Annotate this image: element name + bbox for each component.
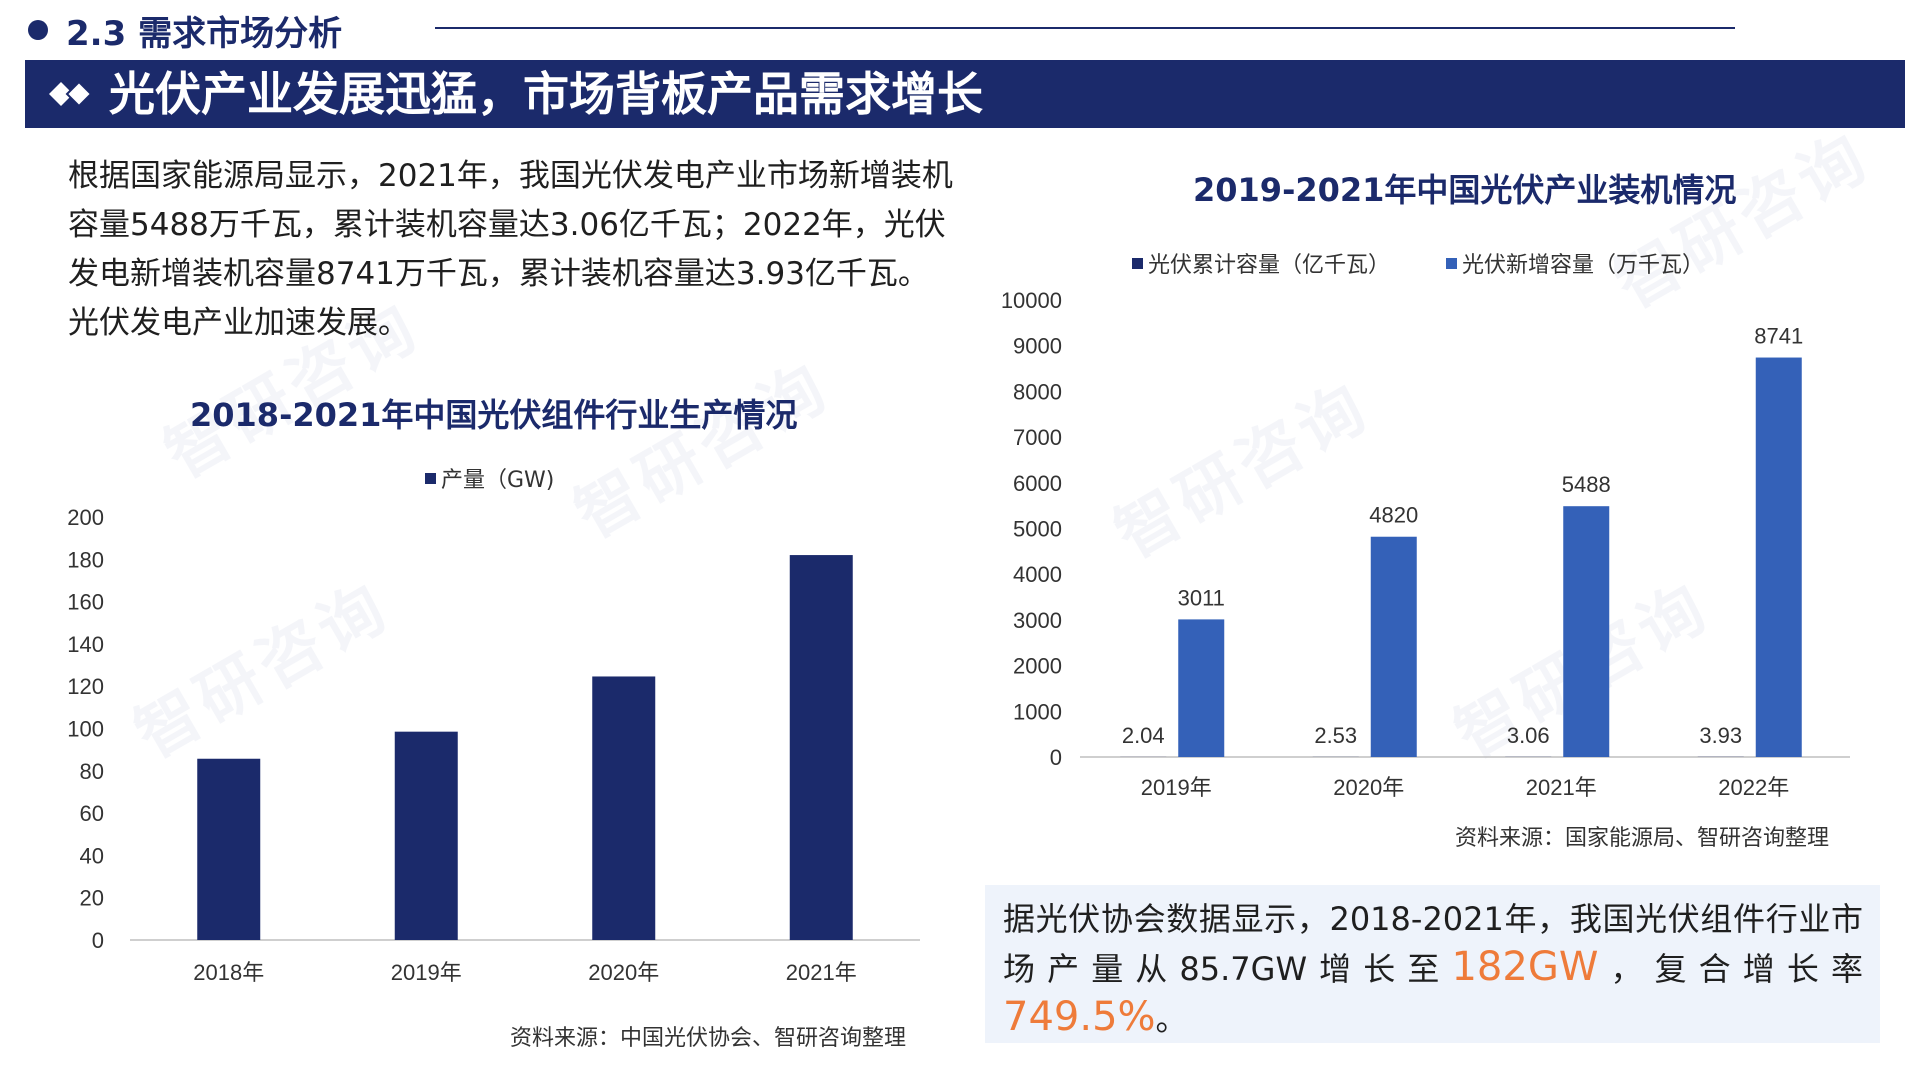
- y-tick-label: 8000: [1013, 379, 1062, 404]
- section-divider: [435, 27, 1735, 29]
- double-diamond-icon: [49, 80, 93, 108]
- title-banner: 光伏产业发展迅猛，市场背板产品需求增长: [25, 60, 1905, 128]
- legend-swatch: [425, 472, 436, 484]
- chart-title-production: 2018-2021年中国光伏组件行业生产情况: [190, 396, 798, 434]
- x-tick-label: 2020年: [588, 960, 659, 985]
- legend-swatch: [1132, 257, 1143, 269]
- y-tick-label: 0: [1050, 745, 1062, 770]
- summary-part1: 据光伏协会数据显示，2018-2021年，我国光伏组件行业市场产量从85.7GW…: [1003, 900, 1863, 988]
- y-tick-label: 0: [92, 928, 104, 953]
- legend-item: 产量（GW): [425, 462, 554, 494]
- bar-new-capacity: [1178, 619, 1225, 757]
- data-label-cumulative: 2.04: [1122, 723, 1165, 748]
- legend-item: 光伏累计容量（亿千瓦）: [1132, 247, 1390, 279]
- summary-box: 据光伏协会数据显示，2018-2021年，我国光伏组件行业市场产量从85.7GW…: [985, 885, 1880, 1043]
- summary-text: 据光伏协会数据显示，2018-2021年，我国光伏组件行业市场产量从85.7GW…: [1003, 895, 1863, 1043]
- y-tick-label: 120: [67, 674, 104, 699]
- bar-production: [789, 555, 853, 940]
- chart-source-production: 资料来源：中国光伏协会、智研咨询整理: [510, 1026, 907, 1051]
- bar-new-capacity: [1755, 357, 1802, 757]
- x-tick-label: 2020年: [1333, 775, 1404, 800]
- x-tick-label: 2019年: [391, 960, 462, 985]
- bar-new-capacity: [1370, 536, 1417, 757]
- y-tick-label: 3000: [1013, 608, 1062, 633]
- bar-production: [592, 676, 656, 940]
- summary-part2: ，复合增长率: [1598, 950, 1863, 988]
- y-tick-label: 160: [67, 590, 104, 615]
- installed-capacity-bar-chart: 0 1000 2000 3000 4000 5000 6000 7000 8000 9000 100…: [1001, 288, 1850, 800]
- summary-highlight-rate: 749.5%: [1003, 994, 1156, 1040]
- y-tick-label: 6000: [1013, 471, 1062, 496]
- intro-paragraph: 根据国家能源局显示，2021年，我国光伏发电产业市场新增装机容量5488万千瓦，…: [68, 158, 953, 341]
- y-tick-label: 7000: [1013, 425, 1062, 450]
- x-tick-label: 2019年: [1141, 775, 1212, 800]
- legend-label: 产量（GW): [441, 468, 555, 493]
- chart-title-installed: 2019-2021年中国光伏产业装机情况: [1193, 171, 1737, 209]
- y-tick-label: 60: [80, 801, 104, 826]
- y-tick-label: 4000: [1013, 562, 1062, 587]
- legend-item: 光伏新增容量（万千瓦）: [1446, 247, 1704, 279]
- y-tick-label: 200: [67, 505, 104, 530]
- y-tick-label: 140: [67, 632, 104, 657]
- x-tick-label: 2021年: [786, 960, 857, 985]
- x-tick-label: 2021年: [1526, 775, 1597, 800]
- y-tick-label: 100: [67, 717, 104, 742]
- data-label-new: 3011: [1178, 585, 1225, 610]
- legend-production: 产量（GW): [425, 462, 554, 494]
- legend-swatch: [1446, 257, 1458, 269]
- x-tick-label: 2022年: [1718, 775, 1789, 800]
- chart-source-installed: 资料来源：国家能源局、智研咨询整理: [1455, 826, 1830, 851]
- section-title: 2.3 需求市场分析: [66, 14, 343, 54]
- y-tick-label: 1000: [1013, 699, 1062, 724]
- y-tick-label: 40: [80, 843, 104, 868]
- data-label-cumulative: 2.53: [1314, 723, 1357, 748]
- bar-production: [394, 731, 458, 940]
- banner-title: 光伏产业发展迅猛，市场背板产品需求增长: [109, 67, 983, 121]
- y-tick-label: 20: [80, 886, 104, 911]
- summary-part3: 。: [1155, 1000, 1188, 1038]
- legend-label: 光伏累计容量（亿千瓦）: [1148, 253, 1391, 278]
- x-tick-label: 2018年: [193, 960, 264, 985]
- production-bar-chart: 0 20 40 60 80 100 120 140 160 180 200 2018年 2019年 202…: [67, 505, 920, 985]
- y-tick-label: 9000: [1013, 334, 1062, 359]
- data-label-new: 4820: [1369, 503, 1418, 528]
- y-tick-label: 10000: [1001, 288, 1062, 313]
- bar-new-capacity: [1563, 506, 1610, 757]
- section-bullet: [28, 20, 48, 40]
- data-label-new: 8741: [1754, 324, 1803, 349]
- y-tick-label: 80: [80, 759, 104, 784]
- summary-highlight-output: 182GW: [1451, 944, 1599, 990]
- bar-production: [197, 758, 261, 940]
- y-tick-label: 2000: [1013, 654, 1062, 679]
- legend-label: 光伏新增容量（万千瓦）: [1462, 253, 1705, 278]
- data-label-cumulative: 3.06: [1507, 723, 1550, 748]
- data-label-new: 5488: [1562, 472, 1611, 497]
- legend-installed: 光伏累计容量（亿千瓦） 光伏新增容量（万千瓦）: [1132, 247, 1704, 279]
- y-tick-label: 5000: [1013, 517, 1062, 542]
- data-label-cumulative: 3.93: [1699, 723, 1742, 748]
- y-tick-label: 180: [67, 547, 104, 572]
